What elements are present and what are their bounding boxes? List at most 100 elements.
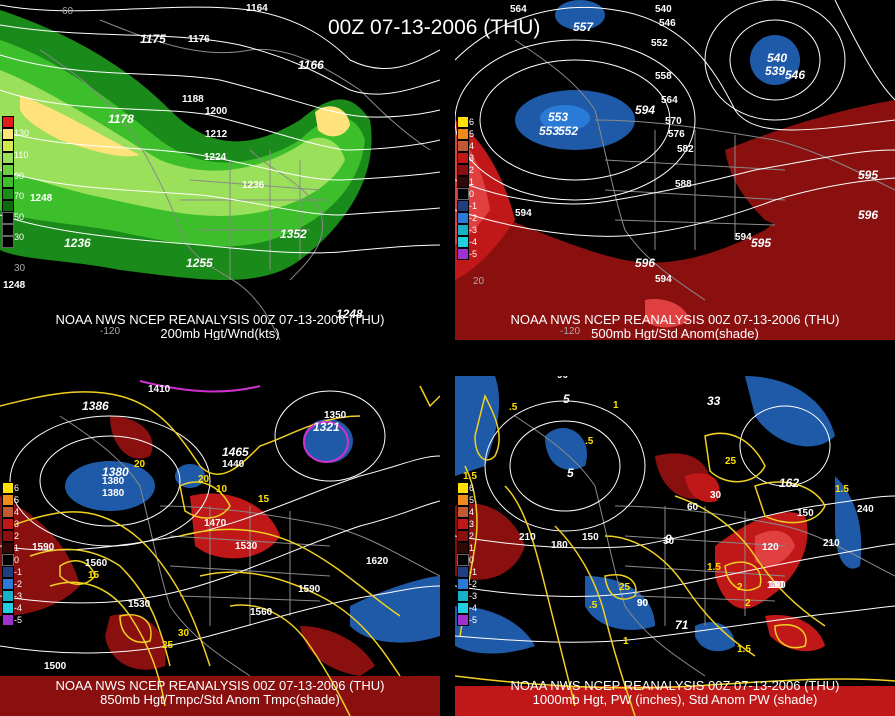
contour-label: 1380 bbox=[102, 476, 125, 487]
contour-label: 594 bbox=[655, 274, 672, 285]
extrema-label: 596 bbox=[858, 208, 879, 222]
panel-200mb: 130 110 90 70 50 30 1164 1175 1176 1166 … bbox=[0, 0, 440, 340]
extrema-label: 1380 bbox=[102, 465, 129, 479]
pw-label: .5 bbox=[585, 436, 594, 447]
extrema-label: 553 bbox=[548, 110, 569, 124]
extrema-label: 162 bbox=[779, 476, 800, 490]
temp-label: 10 bbox=[216, 484, 228, 495]
contour-label: 1350 bbox=[324, 410, 347, 421]
contour-label: 1440 bbox=[222, 459, 245, 470]
contour-label: 588 bbox=[675, 179, 692, 190]
contour-label: 582 bbox=[677, 144, 694, 155]
contour-label: 1248 bbox=[3, 280, 26, 291]
colorbar-label: 6 bbox=[14, 483, 20, 493]
panel-caption: NOAA NWS NCEP REANALYSIS 00Z 07-13-2006 … bbox=[0, 312, 440, 341]
colorbar-label: 6 bbox=[469, 483, 475, 493]
contour-label: 576 bbox=[668, 129, 685, 140]
extrema-label: 9 bbox=[665, 532, 672, 546]
caption-line2: 1000mb Hgt, PW (inches), Std Anom PW (sh… bbox=[532, 692, 818, 707]
caption-line1: NOAA NWS NCEP REANALYSIS 00Z 07-13-2006 … bbox=[55, 312, 385, 327]
caption-line1: NOAA NWS NCEP REANALYSIS 00Z 07-13-2006 … bbox=[510, 312, 840, 327]
contour-label: 1560 bbox=[250, 607, 273, 618]
colorbar-label: 50 bbox=[14, 212, 25, 222]
colorbar-label: 130 bbox=[14, 128, 30, 138]
colorbar-label: -4 bbox=[469, 603, 478, 613]
colorbar-label: -1 bbox=[469, 201, 478, 211]
extrema-label: 546 bbox=[785, 68, 806, 82]
pw-label: 2 bbox=[745, 598, 751, 609]
temp-label: 15 bbox=[88, 570, 100, 581]
caption-line2: 500mb Hgt/Std Anom(shade) bbox=[591, 326, 759, 341]
contour-label: 1530 bbox=[235, 541, 258, 552]
contour-label: 1176 bbox=[188, 34, 210, 45]
extrema-label: 540 bbox=[767, 51, 788, 65]
contour-label: 1440 bbox=[42, 376, 64, 379]
extrema-label: 1386 bbox=[82, 399, 109, 413]
panel-1000mb: 6 5 4 3 2 1 0 -1 -2 -3 -4 -5 30 90 60 30… bbox=[455, 376, 895, 716]
contour-label: 120 bbox=[762, 542, 779, 553]
colorbar-label: 2 bbox=[469, 531, 475, 541]
contour-label: 240 bbox=[857, 504, 874, 515]
grid-label: -120 bbox=[560, 326, 581, 337]
contour-label: 546 bbox=[659, 18, 676, 29]
colorbar-label: -2 bbox=[14, 579, 23, 589]
temp-label: 30 bbox=[178, 628, 190, 639]
colorbar-label: 2 bbox=[469, 165, 475, 175]
temp-label: 20 bbox=[134, 459, 146, 470]
pw-label: 1.5 bbox=[707, 562, 721, 573]
extrema-label: 1321 bbox=[313, 420, 340, 434]
contour-label: 1620 bbox=[366, 556, 389, 567]
contour-label: 1200 bbox=[205, 106, 228, 117]
contour-label: 210 bbox=[823, 538, 840, 549]
contour-label: 1590 bbox=[298, 584, 321, 595]
colorbar-label: 0 bbox=[14, 555, 20, 565]
colorbar-label: -4 bbox=[14, 603, 23, 613]
temp-label: 15 bbox=[258, 494, 270, 505]
colorbar-label: 3 bbox=[469, 153, 475, 163]
pw-label: 1 bbox=[623, 636, 629, 647]
colorbar-label: 1 bbox=[14, 543, 20, 553]
extrema-label: 595 bbox=[751, 236, 772, 250]
contour-label: 30 bbox=[710, 490, 722, 501]
pw-label: 2 bbox=[737, 582, 743, 593]
colorbar-label: 4 bbox=[469, 507, 475, 517]
contour-label: 180 bbox=[769, 580, 786, 591]
panel-500mb: 6 5 4 3 2 1 0 -1 -2 -3 -4 -5 564 540 546… bbox=[455, 0, 895, 340]
caption-line1: NOAA NWS NCEP REANALYSIS 00Z 07-13-2006 … bbox=[510, 678, 840, 693]
contour-label: 1236 bbox=[242, 180, 265, 191]
contour-label: 90 bbox=[637, 598, 649, 609]
contour-label: 564 bbox=[510, 4, 527, 15]
grid-label: 60 bbox=[62, 6, 74, 17]
contour-label: 1410 bbox=[148, 384, 171, 395]
contour-label: 558 bbox=[655, 71, 672, 82]
extrema-label: 5 bbox=[567, 466, 574, 480]
panel-1000mb-map bbox=[455, 376, 895, 716]
colorbar-label: -1 bbox=[14, 567, 23, 577]
colorbar-pw-anomaly bbox=[457, 482, 469, 626]
panel-caption: NOAA NWS NCEP REANALYSIS 00Z 07-13-2006 … bbox=[455, 312, 895, 341]
extrema-label: 557 bbox=[573, 20, 594, 34]
colorbar-anomaly bbox=[457, 116, 469, 260]
caption-line1: NOAA NWS NCEP REANALYSIS 00Z 07-13-2006 … bbox=[55, 678, 385, 693]
colorbar-wind bbox=[2, 116, 14, 248]
panel-500mb-map bbox=[455, 0, 895, 340]
colorbar-temp-anomaly bbox=[2, 482, 14, 626]
extrema-label: 1236 bbox=[64, 236, 91, 250]
temp-label: 25 bbox=[162, 640, 174, 651]
extrema-label: 595 bbox=[858, 168, 879, 182]
panel-200mb-map bbox=[0, 4, 440, 340]
panel-850mb: 6 5 4 3 2 1 0 -1 -2 -3 -4 -5 1440 1410 1… bbox=[0, 376, 440, 716]
contour-label: 564 bbox=[661, 95, 678, 106]
page-title: 00Z 07-13-2006 (THU) bbox=[328, 16, 541, 39]
contour-label: 1224 bbox=[204, 152, 227, 163]
extrema-label: 596 bbox=[635, 256, 656, 270]
contour-label: 150 bbox=[797, 508, 814, 519]
extrema-label: 539 bbox=[765, 64, 786, 78]
contour-label: 552 bbox=[651, 38, 668, 49]
colorbar-label: -3 bbox=[469, 591, 478, 601]
extrema-label: 594 bbox=[635, 103, 656, 117]
extrema-label: 71 bbox=[675, 618, 689, 632]
pw-label: 1 bbox=[613, 400, 619, 411]
contour-label: 594 bbox=[515, 208, 532, 219]
temp-label: 5 bbox=[100, 376, 106, 379]
